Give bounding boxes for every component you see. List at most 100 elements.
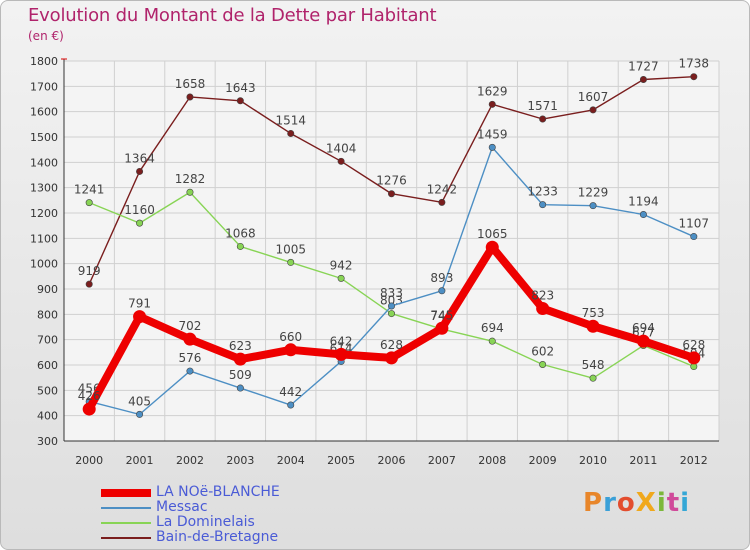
data-label: 1229 [578, 186, 609, 200]
data-point [284, 343, 298, 357]
y-tick-label: 700 [37, 334, 58, 347]
data-label: 694 [481, 321, 504, 335]
data-label: 1233 [527, 185, 558, 199]
logo-letter: r [603, 488, 617, 518]
data-label: 942 [330, 258, 353, 272]
logo-letter: o [616, 488, 636, 518]
x-tick-label: 2005 [327, 454, 355, 467]
x-tick-label: 2010 [579, 454, 607, 467]
data-point [136, 219, 144, 227]
data-point [337, 157, 345, 165]
logo-letter: i [680, 488, 691, 518]
data-label: 702 [179, 319, 202, 333]
logo-letter: i [656, 488, 667, 518]
data-point [186, 367, 194, 375]
x-tick-label: 2004 [277, 454, 305, 467]
data-point [287, 129, 295, 137]
data-point [186, 93, 194, 101]
data-label: 1364 [124, 151, 155, 165]
data-point [586, 319, 600, 333]
data-label: 1065 [477, 227, 508, 241]
data-point [233, 352, 247, 366]
y-tick-label: 1400 [30, 156, 58, 169]
data-point [589, 374, 597, 382]
data-point [136, 167, 144, 175]
data-point [236, 242, 244, 250]
data-point [136, 410, 144, 418]
data-point [488, 100, 496, 108]
data-point [183, 332, 197, 346]
data-label: 694 [632, 321, 655, 335]
data-label: 602 [531, 344, 554, 358]
y-tick-label: 1000 [30, 258, 58, 271]
y-tick-label: 300 [37, 435, 58, 448]
logo-letter: X [635, 488, 657, 518]
data-label: 893 [430, 271, 453, 285]
data-label: 642 [330, 334, 353, 348]
data-label: 1629 [477, 84, 508, 98]
data-point [488, 337, 496, 345]
data-point [334, 347, 348, 361]
data-point [387, 310, 395, 318]
data-point [539, 201, 547, 209]
data-label: 1276 [376, 174, 407, 188]
data-point [636, 334, 650, 348]
data-label: 442 [279, 385, 302, 399]
x-tick-label: 2006 [378, 454, 406, 467]
y-tick-label: 1100 [30, 232, 58, 245]
legend-label: Messac [156, 499, 208, 515]
x-tick-label: 2011 [629, 454, 657, 467]
data-label: 1160 [124, 203, 155, 217]
data-label: 1404 [326, 141, 357, 155]
y-tick-label: 1600 [30, 106, 58, 119]
x-tick-label: 2002 [176, 454, 204, 467]
y-tick-label: 1300 [30, 182, 58, 195]
data-label: 426 [78, 389, 101, 403]
series-bain-de-bretagne: 919 1364 1658 1643 1514 1404 1276 1242 1629 1571 1… [78, 57, 709, 288]
data-label: 576 [179, 351, 202, 365]
y-tick-label: 1800 [30, 55, 58, 68]
y-tick-label: 1700 [30, 80, 58, 93]
logo-letter: t [666, 488, 681, 518]
data-point [186, 188, 194, 196]
data-point [639, 75, 647, 83]
data-label: 753 [582, 306, 605, 320]
legend-swatch [101, 536, 151, 539]
x-tick-label: 2001 [126, 454, 154, 467]
data-point [85, 280, 93, 288]
data-label: 628 [380, 338, 403, 352]
data-label: 1658 [175, 77, 206, 91]
data-point [337, 274, 345, 282]
chart-title: Evolution du Montant de la Dette par Hab… [28, 5, 437, 26]
data-label: 1241 [74, 183, 105, 197]
data-point [536, 302, 550, 316]
data-label: 791 [128, 297, 151, 311]
data-point [485, 240, 499, 254]
data-label: 1571 [527, 99, 558, 113]
x-tick-label: 2008 [478, 454, 506, 467]
data-label: 1459 [477, 127, 508, 141]
proxiti-logo: ProXiti [583, 488, 690, 518]
data-point [85, 199, 93, 207]
data-point [539, 360, 547, 368]
data-label: 1738 [679, 57, 710, 71]
data-label: 1107 [679, 217, 710, 231]
plot-area [64, 61, 719, 441]
data-label: 628 [682, 338, 705, 352]
data-point [387, 190, 395, 198]
chart-unit: (en €) [28, 29, 64, 43]
series-la-dominelais: 1241116012821068100594280374269460254867… [74, 172, 705, 382]
legend-swatch [101, 488, 151, 497]
data-label: 660 [279, 330, 302, 344]
data-label: 1068 [225, 226, 256, 240]
data-point [438, 198, 446, 206]
y-tick-label: 500 [37, 384, 58, 397]
y-tick-label: 600 [37, 359, 58, 372]
x-tick-label: 2012 [680, 454, 708, 467]
legend-label: Bain-de-Bretagne [156, 529, 279, 545]
data-label: 1242 [427, 182, 458, 196]
data-label: 1282 [175, 172, 206, 186]
data-label: 823 [531, 289, 554, 303]
data-point [438, 287, 446, 295]
